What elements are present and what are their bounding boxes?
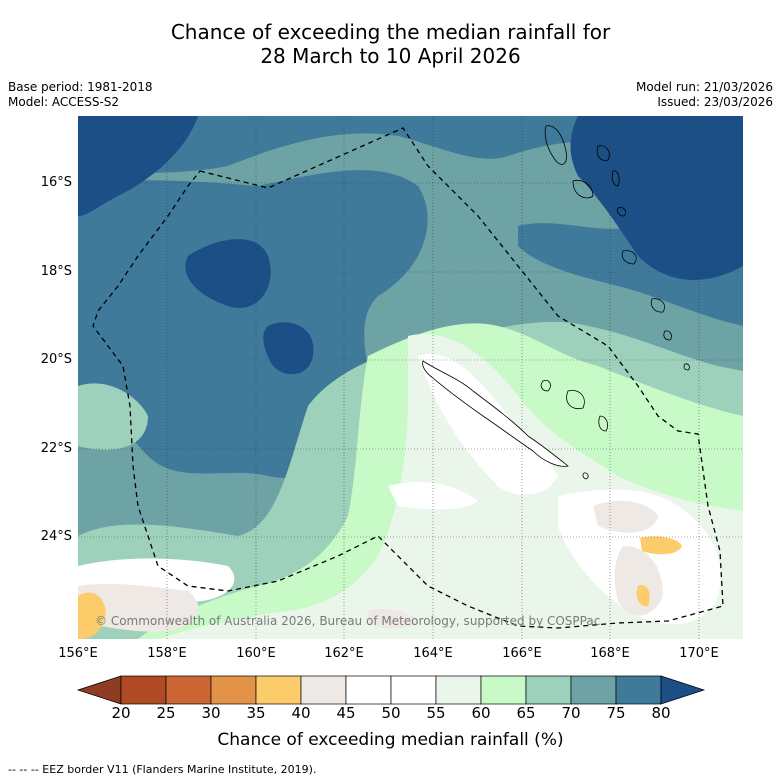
vanuatu-espiritu-santo xyxy=(544,125,567,165)
lat-label-24s: 24°S xyxy=(40,529,72,544)
cbar-55-60 xyxy=(435,675,482,705)
cbar-tick-65: 65 xyxy=(516,704,536,722)
cbar-tick-35: 35 xyxy=(246,704,266,722)
zone-35-40-b xyxy=(636,585,650,607)
zone-40-45-d xyxy=(368,609,418,629)
cbar-60-65 xyxy=(480,675,527,705)
lon-label-170e: 170°E xyxy=(679,646,719,661)
meta-left: Base period: 1981-2018 Model: ACCESS-S2 xyxy=(8,80,153,110)
cbar-tick-40: 40 xyxy=(291,704,311,722)
zone-35-40-c xyxy=(78,592,106,639)
lon-label-166e: 166°E xyxy=(502,646,542,661)
vanuatu-pentecost xyxy=(611,170,620,187)
vanuatu-aneityum xyxy=(683,363,690,371)
cbar-20-25 xyxy=(120,675,167,705)
title-line-1: Chance of exceeding the median rainfall … xyxy=(170,20,611,44)
lon-label-164e: 164°E xyxy=(413,646,453,661)
vanuatu-tanna xyxy=(663,330,673,341)
base-period: Base period: 1981-2018 xyxy=(8,80,153,94)
lat-label-20s: 20°S xyxy=(40,352,72,367)
zone-35-40-a xyxy=(640,536,682,555)
lon-label-162e: 162°E xyxy=(324,646,364,661)
issued-date: Issued: 23/03/2026 xyxy=(657,95,773,109)
lon-label-168e: 168°E xyxy=(590,646,630,661)
meta-right: Model run: 21/03/2026 Issued: 23/03/2026 xyxy=(636,80,773,110)
zone-40-45-b xyxy=(614,546,663,616)
cbar-lt20 xyxy=(76,675,122,705)
lat-label-18s: 18°S xyxy=(40,264,72,279)
zone-40-45-a xyxy=(593,500,658,533)
chart-title: Chance of exceeding the median rainfall … xyxy=(0,20,781,68)
colorbar xyxy=(76,675,706,705)
cbar-tick-75: 75 xyxy=(606,704,626,722)
eez-border xyxy=(92,127,724,629)
zone-gt80-nw xyxy=(78,116,198,216)
vanuatu-erromango xyxy=(650,298,665,313)
zone-40-45-c xyxy=(78,583,199,632)
lat-label-22s: 22°S xyxy=(40,441,72,456)
map-canvas xyxy=(78,116,743,639)
title-line-2: 28 March to 10 April 2026 xyxy=(260,44,521,68)
lon-label-156e: 156°E xyxy=(58,646,98,661)
cbar-75-80 xyxy=(615,675,662,705)
colorbar-label: Chance of exceeding median rainfall (%) xyxy=(217,730,564,750)
eez-footnote: -- -- -- EEZ border V11 (Flanders Marine… xyxy=(8,763,317,776)
zone-gt80-central xyxy=(263,322,314,375)
zone-gt80-east xyxy=(658,193,743,247)
loyalty-island-2 xyxy=(566,389,585,410)
zone-45-55-southwest xyxy=(78,558,235,602)
zone-65-70-west xyxy=(78,383,148,450)
copyright-notice: © Commonwealth of Australia 2026, Bureau… xyxy=(95,614,601,628)
cbar-tick-55: 55 xyxy=(426,704,446,722)
cbar-tick-25: 25 xyxy=(156,704,176,722)
zone-gt80-west xyxy=(185,239,271,308)
model-name: Model: ACCESS-S2 xyxy=(8,95,120,109)
new-caledonia-island xyxy=(422,360,569,467)
isle-of-pines xyxy=(582,472,589,480)
cbar-65-70 xyxy=(525,675,572,705)
cbar-30-35 xyxy=(210,675,257,705)
vanuatu-efate xyxy=(621,250,637,265)
cbar-tick-20: 20 xyxy=(111,704,131,722)
cbar-tick-30: 30 xyxy=(201,704,221,722)
loyalty-island-1 xyxy=(540,379,551,392)
cbar-tick-45: 45 xyxy=(336,704,356,722)
zone-45-55-south xyxy=(388,481,478,510)
cbar-tick-70: 70 xyxy=(561,704,581,722)
cbar-70-75 xyxy=(570,675,617,705)
vanuatu-maewo xyxy=(596,145,610,161)
cbar-35-40 xyxy=(255,675,302,705)
model-run: Model run: 21/03/2026 xyxy=(635,80,773,94)
cbar-tick-60: 60 xyxy=(471,704,491,722)
cbar-40-45 xyxy=(300,675,347,705)
cbar-50-55 xyxy=(390,675,437,705)
cbar-tick-80: 80 xyxy=(651,704,671,722)
lon-label-160e: 160°E xyxy=(236,646,276,661)
cbar-gt80 xyxy=(660,675,706,705)
vanuatu-epi xyxy=(616,207,626,217)
cbar-tick-50: 50 xyxy=(381,704,401,722)
cbar-25-30 xyxy=(165,675,212,705)
cbar-45-50 xyxy=(345,675,392,705)
loyalty-island-3 xyxy=(598,415,608,432)
rainfall-map xyxy=(78,116,743,639)
lon-label-158e: 158°E xyxy=(147,646,187,661)
vanuatu-malakula xyxy=(572,179,594,199)
lat-label-16s: 16°S xyxy=(40,175,72,190)
